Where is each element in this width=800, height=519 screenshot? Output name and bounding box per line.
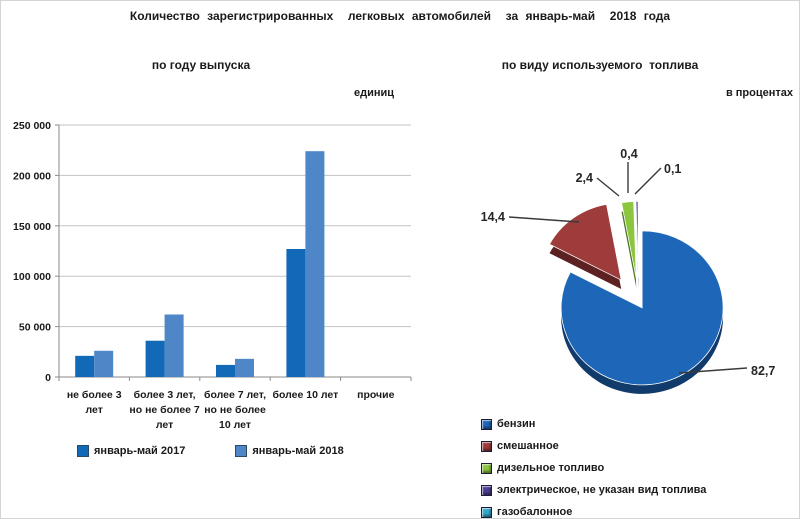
- legend-label: газобалонное: [497, 506, 573, 518]
- x-axis-category-label: более 10 лет: [273, 389, 339, 401]
- legend-label: январь-май 2018: [252, 445, 344, 457]
- legend-swatch-icon: [481, 418, 492, 430]
- page-title: Количество зарегистрированных легковых а…: [129, 9, 671, 23]
- legend-item: дизельное топливо: [481, 457, 706, 479]
- x-axis-category-label: 10 лет: [219, 419, 251, 431]
- legend-label: январь-май 2017: [94, 445, 186, 457]
- bar-chart-unit-label: единиц: [353, 87, 394, 99]
- legend-label: бензин: [497, 418, 536, 430]
- x-axis-category-label: лет: [86, 404, 103, 416]
- x-axis-category-label: но не более 7: [129, 404, 200, 416]
- bar-2017-cat2: [145, 340, 165, 377]
- y-axis-tick-label: 150 000: [13, 221, 51, 233]
- legend-swatch-icon: [481, 484, 492, 496]
- legend-item: январь-май 2018: [235, 445, 344, 457]
- y-axis-tick-label: 50 000: [19, 322, 51, 334]
- bar-2018-cat2: [164, 314, 184, 377]
- legend-label: смешанное: [497, 440, 559, 452]
- pie-slice-2-смешанное: [548, 203, 622, 281]
- pie-chart-unit-label: в процентах: [725, 87, 793, 99]
- x-axis-category-label: более 7 лет,: [204, 389, 266, 401]
- pie-chart-subtitle: по виду используемого топлива: [501, 58, 699, 72]
- pie-slice-1-бензин: [560, 230, 724, 386]
- x-axis-category-label: лет: [156, 419, 173, 431]
- bar-2018-cat1: [94, 350, 114, 377]
- legend-item: смешанное: [481, 435, 706, 457]
- pie-label-leader-line: [596, 177, 620, 197]
- pie-chart: 82,7 14,4 2,4 0,4 0,1: [481, 147, 775, 394]
- bar-2017-cat3: [216, 364, 235, 377]
- y-axis-tick-label: 200 000: [13, 170, 51, 182]
- legend-item: электрическое, не указан вид топлива: [481, 479, 706, 501]
- bar-2017-cat4: [286, 248, 306, 377]
- pie-value-label: 14,4: [481, 210, 505, 224]
- x-axis-category-label: прочие: [357, 389, 394, 401]
- legend-item: бензин: [481, 413, 706, 435]
- pie-slice-4-электрическое: [635, 200, 639, 279]
- y-axis-tick-label: 250 000: [13, 120, 51, 132]
- pie-value-label: 0,4: [620, 147, 637, 161]
- bar-chart-subtitle: по году выпуска: [151, 58, 251, 72]
- pie-label-leader-line: [634, 167, 662, 195]
- legend-label: электрическое, не указан вид топлива: [497, 484, 707, 496]
- pie-value-label: 0,1: [664, 162, 681, 176]
- legend-label: дизельное топливо: [497, 462, 605, 474]
- bar-2018-cat4: [305, 151, 325, 377]
- y-axis-tick-label: 0: [45, 372, 51, 384]
- legend-swatch-icon: [77, 445, 89, 457]
- pie-label-leader-line: [508, 216, 580, 223]
- pie-chart-legend: бензин смешанное дизельное топливо электрич…: [481, 413, 706, 518]
- pie-slice-3-дизельное топливо: [621, 201, 637, 279]
- legend-swatch-icon: [235, 445, 248, 457]
- x-axis-category-label: не более 3: [67, 389, 122, 401]
- y-axis-tick-label: 100 000: [13, 271, 51, 283]
- bar-2018-cat3: [235, 358, 254, 377]
- bar-chart-legend: январь-май 2017 январь-май 2018: [77, 445, 344, 457]
- legend-item: январь-май 2017: [77, 445, 185, 457]
- legend-swatch-icon: [481, 440, 492, 452]
- x-axis-category-label: но не более: [204, 404, 266, 416]
- legend-item: газобалонное: [481, 501, 706, 518]
- bar-2017-cat1: [75, 355, 95, 377]
- pie-slice-5-газобалонное: [638, 200, 640, 279]
- pie-value-label: 2,4: [576, 171, 593, 185]
- x-axis-category-label: более 3 лет,: [134, 389, 196, 401]
- bar-chart: 0 50 000 100 000 150 000 200 000 250 000 не бо…: [13, 120, 412, 431]
- pie-value-label: 82,7: [751, 364, 775, 378]
- legend-swatch-icon: [481, 506, 492, 518]
- legend-swatch-icon: [481, 462, 492, 474]
- pie-label-leader-line: [678, 367, 748, 374]
